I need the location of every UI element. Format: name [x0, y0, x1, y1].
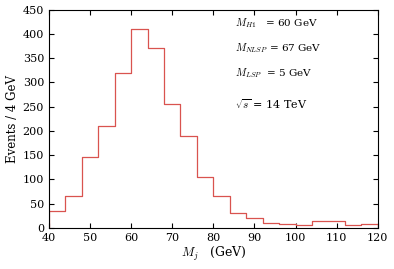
Text: $\sqrt{s}$ = 14 TeV: $\sqrt{s}$ = 14 TeV — [235, 97, 307, 111]
Text: $M_{LSP}$  = 5 GeV: $M_{LSP}$ = 5 GeV — [235, 66, 312, 80]
Y-axis label: Events / 4 GeV: Events / 4 GeV — [6, 75, 19, 163]
X-axis label: $M_{j}$   (GeV): $M_{j}$ (GeV) — [180, 245, 246, 263]
Text: $M_{H1}$   = 60 GeV: $M_{H1}$ = 60 GeV — [235, 16, 318, 30]
Text: $M_{NLSP}$ = 67 GeV: $M_{NLSP}$ = 67 GeV — [235, 41, 322, 55]
